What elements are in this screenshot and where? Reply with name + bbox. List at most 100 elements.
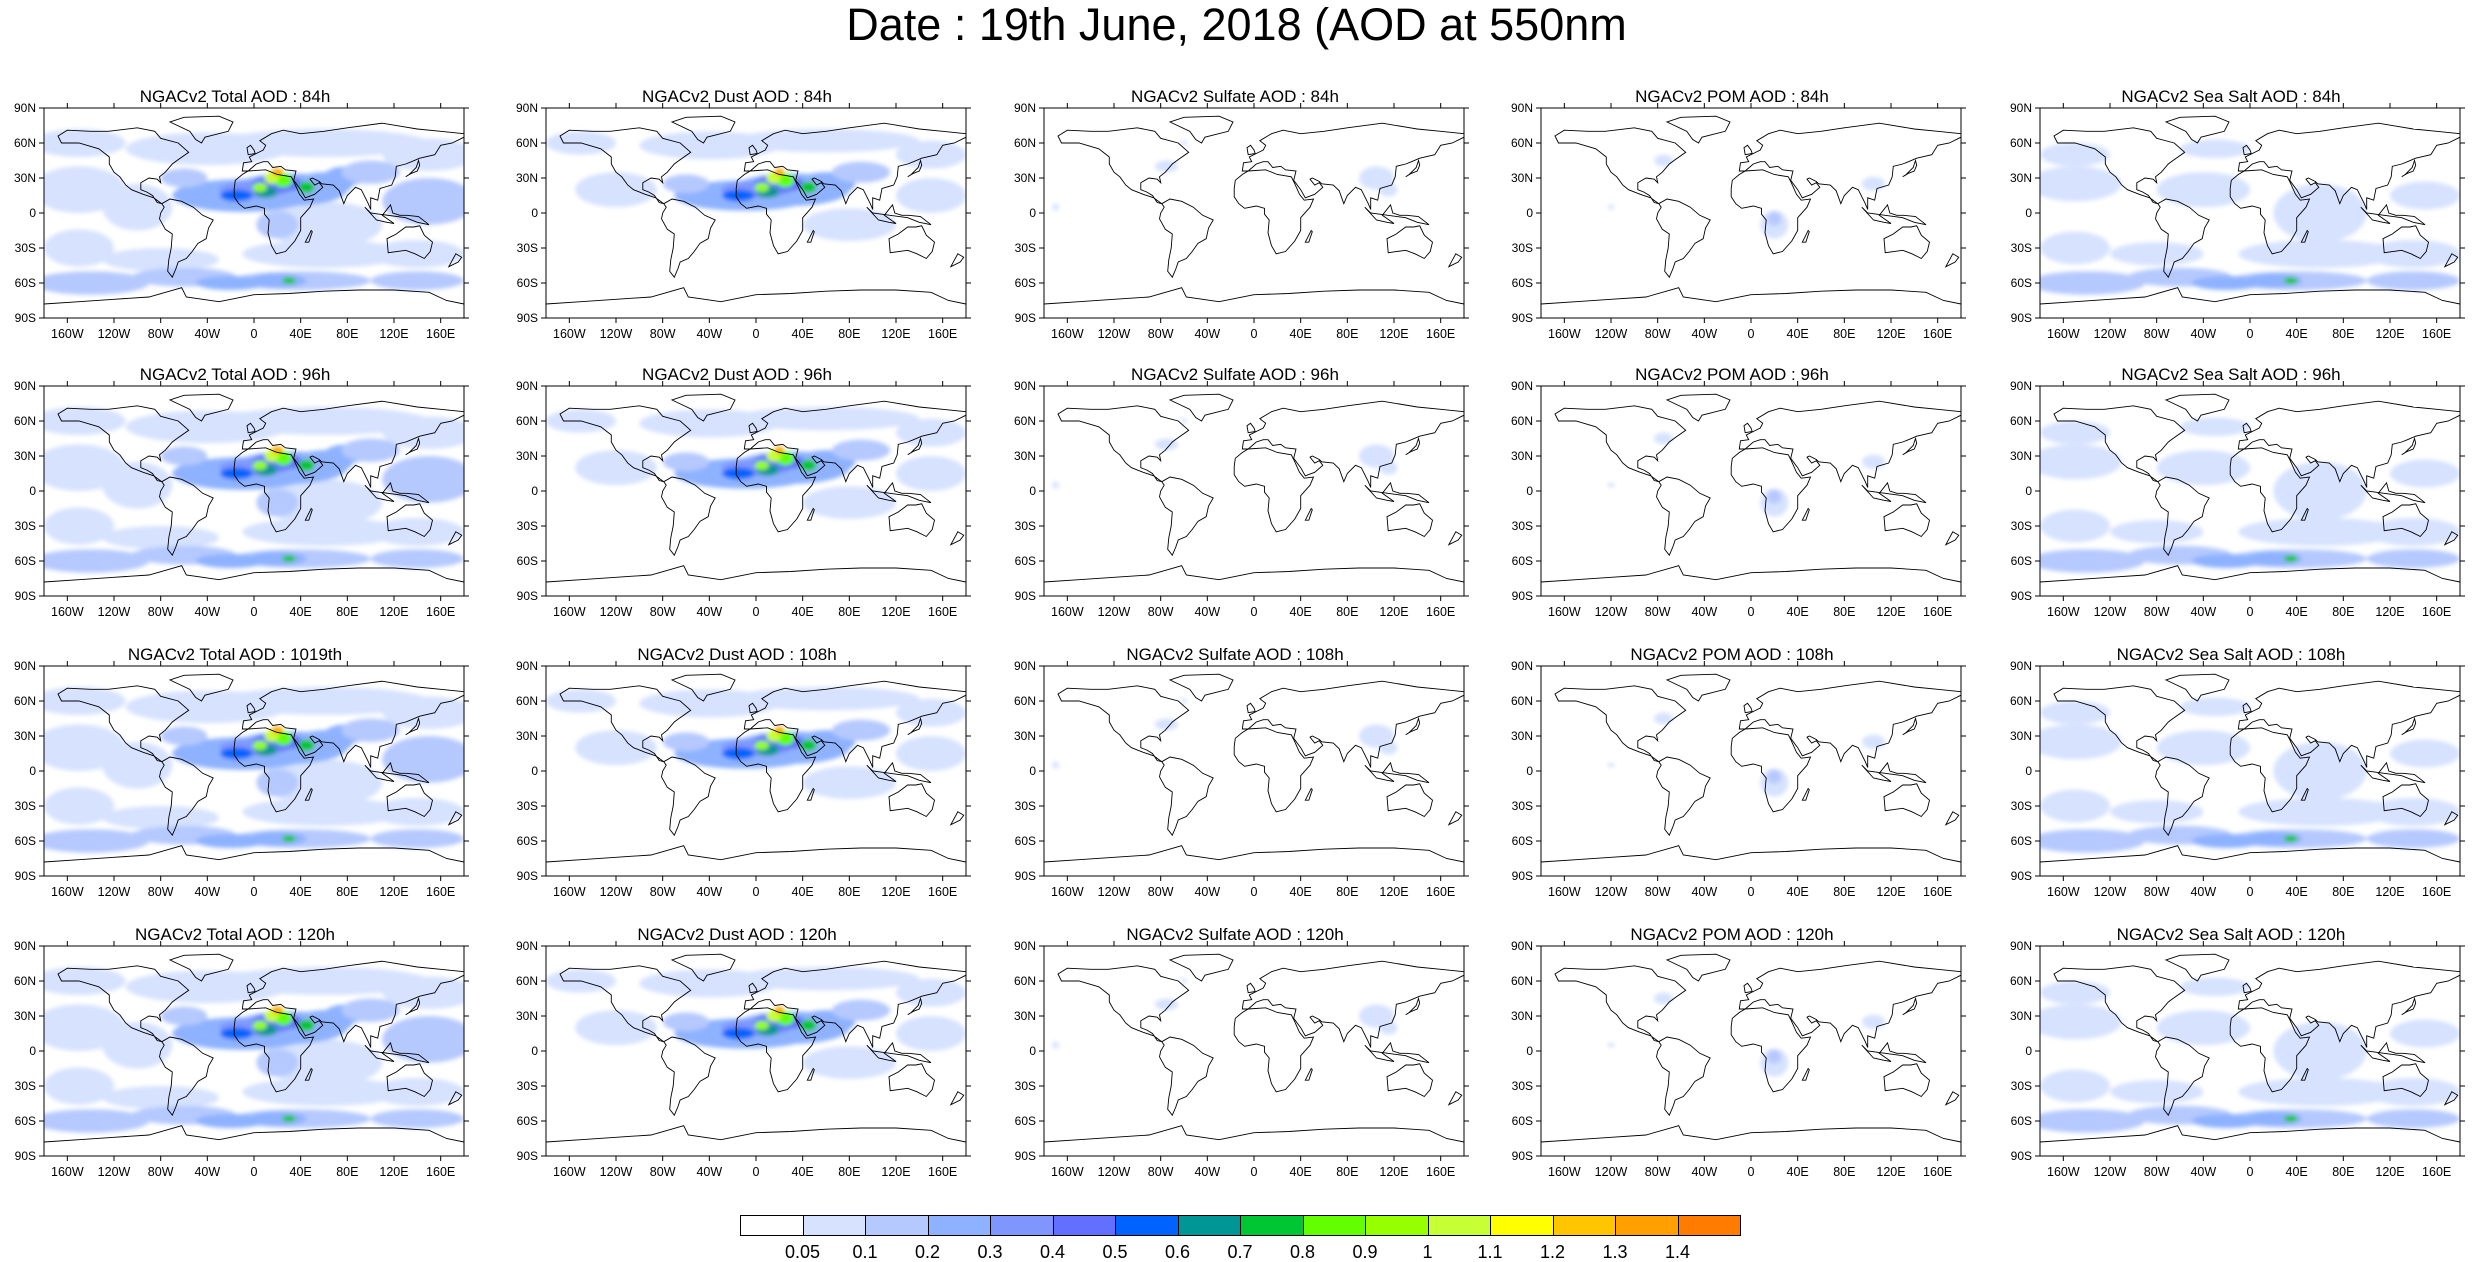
aod-plume	[370, 797, 464, 826]
lon-tick-label: 120E	[881, 327, 911, 341]
lat-tick-label: 0	[1029, 764, 1036, 778]
lon-tick-label: 160W	[553, 1165, 586, 1179]
lon-tick-label: 120W	[97, 885, 131, 899]
coastline-samerica	[1656, 476, 1711, 557]
coastline-namerica	[57, 965, 190, 1043]
coastline-greenland	[1168, 953, 1234, 982]
lon-tick-label: 160W	[553, 885, 586, 899]
lon-tick-label: 120W	[1594, 605, 1628, 619]
aod-plume	[271, 168, 284, 176]
aod-plume	[44, 687, 126, 715]
lon-tick-label: 160E	[928, 1165, 958, 1179]
lon-tick-label: 80W	[2143, 605, 2170, 619]
aod-plume	[662, 1012, 710, 1032]
coastline-namerica	[559, 405, 692, 483]
lat-tick-label: 60N	[13, 414, 36, 428]
lon-tick-label: 80W	[1644, 1165, 1671, 1179]
lon-tick-label: 40W	[696, 1165, 723, 1179]
lon-tick-label: 80E	[336, 605, 359, 619]
aod-field	[546, 687, 966, 799]
coastline-indonesia	[1364, 1041, 1430, 1064]
aod-plume	[282, 555, 296, 563]
aod-plume	[2191, 276, 2262, 290]
coastline-newzealand	[2443, 811, 2459, 826]
aod-plume	[160, 446, 208, 466]
coastline-africa	[2229, 447, 2311, 533]
coastline-madagascar	[806, 1067, 815, 1081]
colorbar-swatch	[1677, 1215, 1741, 1236]
aod-plume	[102, 183, 173, 231]
aod-plume	[2040, 509, 2110, 543]
lat-tick-label: 0	[531, 206, 538, 220]
aod-plume	[298, 1019, 315, 1032]
map-panel-pom: NGACv2 POM AOD : 96h 90N 60N 30N 0 30S 60S 90S 1…	[1497, 365, 1967, 638]
lat-tick-label: 90S	[2010, 589, 2032, 603]
lon-tick-label: 160W	[1051, 885, 1084, 899]
lat-tick-label: 90N	[1510, 659, 1533, 673]
map-panel-pom: NGACv2 POM AOD : 84h 90N 60N 30N 0 30S 60S 90S 1…	[1497, 87, 1967, 360]
lon-tick-label: 120E	[2375, 605, 2405, 619]
lat-tick-label: 90N	[2009, 101, 2032, 115]
lat-tick-label: 30S	[1511, 1079, 1533, 1093]
aod-plume	[282, 277, 296, 285]
aod-plume	[1654, 432, 1673, 445]
aod-plume	[1180, 418, 1188, 424]
coastline-samerica	[2155, 476, 2210, 557]
aod-field	[2040, 417, 2460, 573]
coastline-japan	[1405, 158, 1421, 178]
lon-tick-label: 40W	[696, 605, 723, 619]
lon-tick-label: 80E	[838, 605, 861, 619]
lon-tick-label: 120E	[2375, 327, 2405, 341]
aod-plume	[195, 1114, 266, 1128]
coastline-newzealand	[2443, 1091, 2459, 1106]
lon-tick-label: 120E	[2375, 1165, 2405, 1179]
lon-tick-label: 160E	[1923, 605, 1953, 619]
aod-plume	[370, 1109, 464, 1128]
lon-tick-label: 80W	[1644, 885, 1671, 899]
coastline-indonesia	[2360, 1041, 2426, 1064]
panel-title: NGACv2 Sea Salt AOD : 84h	[2121, 87, 2341, 106]
aod-plume	[2156, 172, 2250, 208]
lon-tick-label: 120E	[379, 885, 409, 899]
coastline-japan	[1405, 716, 1421, 736]
aod-field	[546, 967, 966, 1079]
coastline-newzealand	[949, 1091, 965, 1106]
aod-plume	[382, 456, 464, 503]
lon-tick-label: 80E	[2332, 605, 2355, 619]
lat-tick-label: 30N	[1013, 171, 1036, 185]
coastline-australia	[1386, 225, 1434, 260]
panel-title: NGACv2 Sea Salt AOD : 120h	[2116, 925, 2346, 944]
lat-tick-label: 0	[531, 484, 538, 498]
aod-plume	[265, 479, 383, 526]
lat-tick-label: 60S	[1511, 554, 1533, 568]
coastline-greenland	[168, 953, 234, 982]
lon-tick-label: 40W	[1194, 327, 1221, 341]
aod-plume	[44, 967, 126, 995]
lon-tick-label: 120W	[1594, 327, 1628, 341]
coastline-australia	[888, 1063, 936, 1098]
map-panel-dust: NGACv2 Dust AOD : 84h 90N 60N 30N 0 30S 60S 90S…	[502, 87, 972, 360]
coastline-japan	[2401, 716, 2417, 736]
coastline-newzealand	[949, 811, 965, 826]
aod-plume	[44, 829, 149, 853]
coastline-eurasia	[743, 960, 966, 1048]
aod-plume	[382, 1016, 464, 1063]
coastline-madagascar	[304, 787, 313, 801]
coastline-samerica	[661, 756, 716, 837]
lat-tick-label: 0	[29, 206, 36, 220]
coastline-uk	[2242, 982, 2252, 994]
coastline-japan	[2401, 158, 2417, 178]
aod-plume	[1378, 740, 1398, 755]
coastline-uk	[246, 422, 256, 434]
aod-map	[541, 103, 971, 323]
aod-plume	[265, 201, 383, 248]
aod-plume	[722, 189, 755, 202]
lat-tick-label: 0	[2025, 484, 2032, 498]
aod-plume	[775, 173, 795, 188]
aod-plume	[273, 451, 293, 466]
coastline-australia	[1386, 783, 1434, 818]
coastline-uk	[748, 702, 758, 714]
aod-plume	[802, 486, 896, 519]
aod-map	[2035, 661, 2465, 881]
panel-title: NGACv2 Sulfate AOD : 84h	[1131, 87, 1339, 106]
